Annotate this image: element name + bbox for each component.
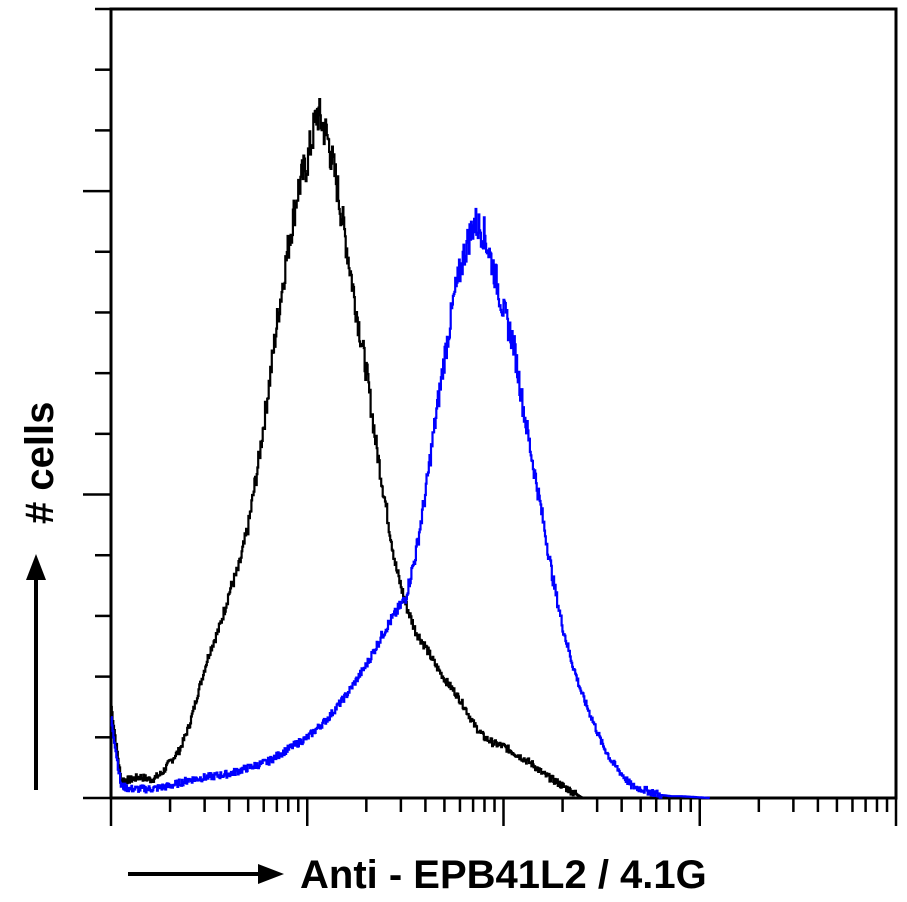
x-axis-ticks — [109, 798, 898, 826]
stained-histogram-line — [110, 207, 710, 800]
control-histogram-line — [110, 98, 583, 799]
x-axis-label-group: Anti - EPB41L2 / 4.1G — [128, 853, 707, 897]
y-axis-ticks — [83, 7, 111, 800]
y-axis-label: # cells — [18, 402, 62, 524]
series-layer — [110, 98, 710, 800]
plot-frame — [109, 7, 898, 800]
axis-labels: Anti - EPB41L2 / 4.1G # cells — [18, 402, 707, 897]
x-axis-label: Anti - EPB41L2 / 4.1G — [300, 853, 707, 897]
x-arrow-head-icon — [258, 864, 284, 884]
y-axis-label-group: # cells — [18, 402, 62, 790]
y-arrow-head-icon — [26, 554, 46, 580]
plot-area — [109, 7, 898, 800]
